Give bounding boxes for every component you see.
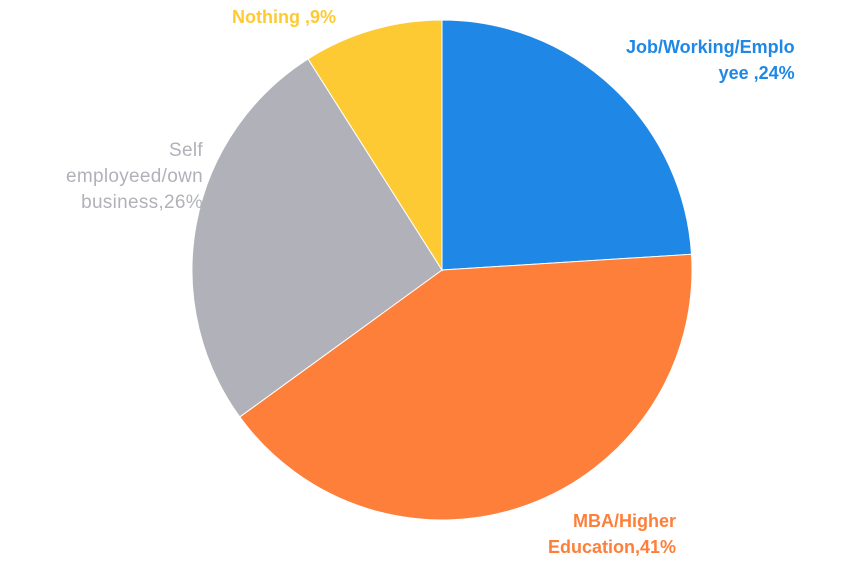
slice-label-line: employeed/own <box>66 166 203 187</box>
slice-label-nothing: Nothing ,9% <box>232 4 336 30</box>
slice-label-line: Education,41% <box>548 537 677 557</box>
slice-label-line: Nothing ,9% <box>232 7 336 27</box>
slice-label-line: MBA/Higher <box>573 511 677 531</box>
slice-label-self-employed: Self employeed/own business,26% <box>66 138 203 216</box>
slice-label-job-working-employee: Job/Working/Emplo yee ,24% <box>626 34 795 86</box>
pie-slices <box>191 19 693 521</box>
slice-label-line: business,26% <box>81 192 203 213</box>
pie-slice-2 <box>191 58 443 418</box>
pie-slice-1 <box>239 253 693 521</box>
pie-slice-0 <box>441 19 693 271</box>
pie-slice-3 <box>307 19 443 272</box>
slice-label-mba-higher-education: MBA/Higher Education,41% <box>548 508 676 560</box>
slice-label-line: yee ,24% <box>718 63 795 83</box>
slice-label-line: Job/Working/Emplo <box>626 37 795 57</box>
slice-label-line: Self <box>169 140 203 161</box>
